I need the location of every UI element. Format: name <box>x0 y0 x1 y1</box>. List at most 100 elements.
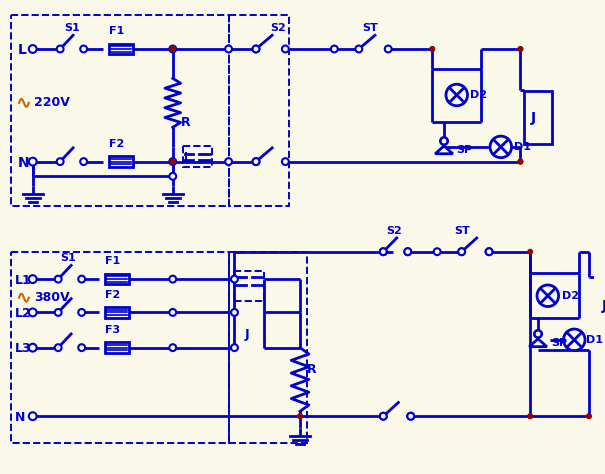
Circle shape <box>517 159 523 164</box>
Circle shape <box>252 46 260 53</box>
Circle shape <box>78 309 85 316</box>
Circle shape <box>490 136 512 158</box>
Text: F1: F1 <box>109 26 125 36</box>
Circle shape <box>537 285 558 307</box>
Circle shape <box>169 344 176 351</box>
Text: F1: F1 <box>105 256 120 266</box>
Circle shape <box>282 158 289 165</box>
Circle shape <box>80 158 87 165</box>
Circle shape <box>404 248 411 255</box>
Circle shape <box>380 248 387 255</box>
Circle shape <box>231 344 238 351</box>
Circle shape <box>169 173 176 180</box>
Text: ST: ST <box>362 23 378 33</box>
Text: 220V: 220V <box>34 96 70 109</box>
Bar <box>105 307 129 318</box>
Circle shape <box>535 330 541 337</box>
Text: N: N <box>18 155 30 170</box>
Bar <box>183 146 212 167</box>
Circle shape <box>170 46 175 52</box>
Text: F2: F2 <box>105 290 120 300</box>
Bar <box>229 252 307 443</box>
Circle shape <box>80 46 87 53</box>
Circle shape <box>55 344 62 351</box>
Text: J: J <box>602 299 605 312</box>
Circle shape <box>440 137 448 145</box>
Circle shape <box>486 248 492 255</box>
Circle shape <box>517 46 523 52</box>
Circle shape <box>430 46 435 52</box>
Circle shape <box>29 412 37 420</box>
Circle shape <box>517 46 523 52</box>
Circle shape <box>170 46 175 52</box>
Circle shape <box>170 159 175 164</box>
Text: S2: S2 <box>270 23 286 33</box>
Text: D2: D2 <box>561 291 578 301</box>
Circle shape <box>331 46 338 53</box>
Circle shape <box>78 276 85 283</box>
Circle shape <box>252 46 260 53</box>
Circle shape <box>231 276 238 283</box>
Circle shape <box>29 45 37 53</box>
Bar <box>595 277 605 334</box>
Bar <box>11 252 229 443</box>
Bar <box>11 15 229 206</box>
Bar <box>235 271 264 301</box>
Circle shape <box>458 248 465 255</box>
Circle shape <box>404 248 411 255</box>
Circle shape <box>380 413 387 419</box>
Bar <box>105 342 129 353</box>
Circle shape <box>29 344 37 352</box>
Circle shape <box>225 46 232 53</box>
Text: S1: S1 <box>64 23 80 33</box>
Text: J: J <box>531 110 536 125</box>
Bar <box>105 273 129 284</box>
Text: 380V: 380V <box>34 291 70 304</box>
Text: S1: S1 <box>60 254 76 264</box>
Bar <box>109 156 132 167</box>
Circle shape <box>170 159 175 164</box>
Circle shape <box>57 46 64 53</box>
Text: R: R <box>307 363 316 376</box>
Circle shape <box>527 413 533 419</box>
Circle shape <box>29 309 37 316</box>
Circle shape <box>55 276 62 283</box>
Circle shape <box>527 413 533 419</box>
Circle shape <box>407 413 414 419</box>
Circle shape <box>169 309 176 316</box>
Text: F3: F3 <box>105 325 120 335</box>
Text: SP: SP <box>552 338 568 348</box>
Text: L2: L2 <box>15 307 32 320</box>
Circle shape <box>169 46 176 53</box>
Circle shape <box>282 46 289 53</box>
Bar <box>109 44 132 55</box>
Circle shape <box>458 248 465 255</box>
Text: L1: L1 <box>15 273 32 287</box>
Polygon shape <box>435 146 453 154</box>
Circle shape <box>563 329 585 351</box>
Circle shape <box>434 248 440 255</box>
Circle shape <box>29 158 37 165</box>
Text: N: N <box>15 410 25 424</box>
Circle shape <box>380 413 387 419</box>
Circle shape <box>252 158 260 165</box>
Circle shape <box>231 309 238 316</box>
Text: R: R <box>181 116 190 129</box>
Circle shape <box>225 158 232 165</box>
Text: D1: D1 <box>586 335 603 345</box>
Circle shape <box>446 84 468 106</box>
Circle shape <box>517 159 523 164</box>
Text: F2: F2 <box>109 139 125 149</box>
Circle shape <box>407 413 414 419</box>
Circle shape <box>297 413 303 419</box>
Circle shape <box>170 159 175 164</box>
Circle shape <box>527 249 533 255</box>
Circle shape <box>297 413 303 419</box>
Circle shape <box>534 330 542 338</box>
Text: J: J <box>183 152 188 162</box>
Circle shape <box>57 158 64 165</box>
Circle shape <box>170 46 175 52</box>
Circle shape <box>486 248 492 255</box>
Text: J: J <box>244 328 249 341</box>
Circle shape <box>517 159 523 164</box>
